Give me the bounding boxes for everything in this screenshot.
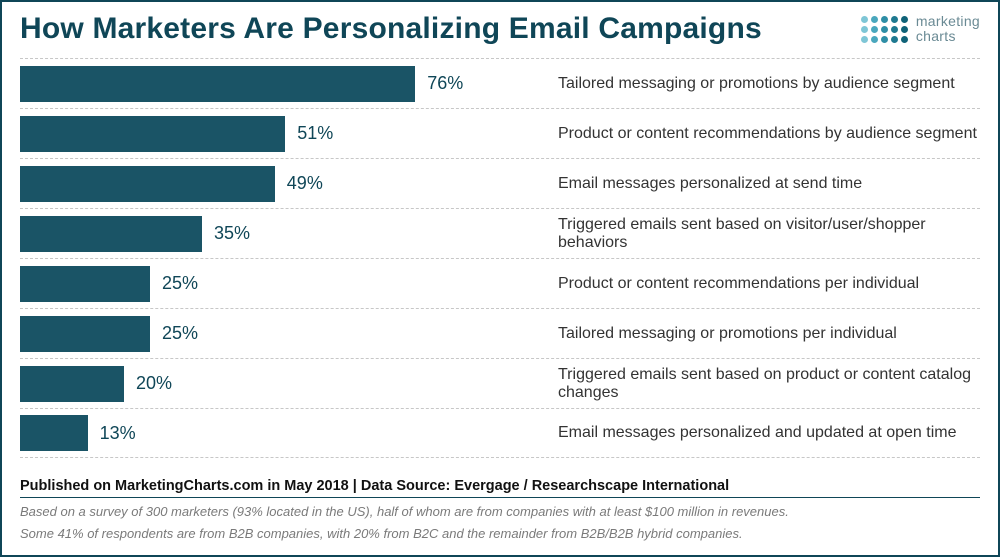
- logo-line1: marketing: [916, 14, 980, 29]
- chart-row: 13% Email messages personalized and updat…: [20, 408, 980, 458]
- bar-value: 13%: [88, 423, 136, 444]
- logo: marketing charts: [861, 12, 980, 45]
- footnote-1: Based on a survey of 300 marketers (93% …: [20, 498, 980, 521]
- chart-row: 76% Tailored messaging or promotions by a…: [20, 58, 980, 108]
- published-line: Published on MarketingCharts.com in May …: [20, 474, 980, 498]
- header: How Marketers Are Personalizing Email Ca…: [2, 2, 998, 50]
- bar-label: Product or content recommendations per i…: [540, 275, 980, 293]
- logo-line2: charts: [916, 29, 980, 44]
- chart-title: How Marketers Are Personalizing Email Ca…: [20, 12, 762, 46]
- bar: [20, 316, 150, 352]
- bar: [20, 266, 150, 302]
- bar-label: Triggered emails sent based on product o…: [540, 366, 980, 402]
- bar-area: 20%: [20, 359, 540, 408]
- chart-row: 25% Tailored messaging or promotions per …: [20, 308, 980, 358]
- chart-row: 51% Product or content recommendations by…: [20, 108, 980, 158]
- bar: [20, 415, 88, 451]
- bar-label: Tailored messaging or promotions per ind…: [540, 325, 980, 343]
- bar-chart: 76% Tailored messaging or promotions by a…: [2, 50, 998, 458]
- logo-dots-icon: [861, 16, 908, 43]
- logo-dot: [891, 26, 898, 33]
- bar-area: 25%: [20, 259, 540, 308]
- chart-frame: How Marketers Are Personalizing Email Ca…: [0, 0, 1000, 557]
- bar: [20, 66, 415, 102]
- logo-dot: [871, 16, 878, 23]
- logo-dot: [901, 16, 908, 23]
- logo-dot: [881, 36, 888, 43]
- bar: [20, 216, 202, 252]
- chart-row: 20% Triggered emails sent based on produc…: [20, 358, 980, 408]
- logo-text: marketing charts: [916, 14, 980, 45]
- bar-label: Email messages personalized at send time: [540, 175, 980, 193]
- bar-area: 13%: [20, 409, 540, 457]
- bar-label: Triggered emails sent based on visitor/u…: [540, 216, 980, 252]
- bar-value: 25%: [150, 323, 198, 344]
- logo-dot: [861, 16, 868, 23]
- bar: [20, 116, 285, 152]
- logo-dot: [891, 16, 898, 23]
- footer: Published on MarketingCharts.com in May …: [4, 474, 996, 553]
- bar-value: 51%: [285, 123, 333, 144]
- logo-dot: [881, 26, 888, 33]
- logo-dot: [901, 36, 908, 43]
- logo-dot: [871, 26, 878, 33]
- bar-label: Product or content recommendations by au…: [540, 125, 980, 143]
- bar-value: 49%: [275, 173, 323, 194]
- bar-area: 76%: [20, 59, 540, 108]
- bar: [20, 366, 124, 402]
- logo-dot: [861, 36, 868, 43]
- logo-dot: [881, 16, 888, 23]
- bar-area: 25%: [20, 309, 540, 358]
- bar-label: Tailored messaging or promotions by audi…: [540, 75, 980, 93]
- bar-value: 25%: [150, 273, 198, 294]
- bar-value: 35%: [202, 223, 250, 244]
- bar-label: Email messages personalized and updated …: [540, 424, 980, 442]
- logo-dot: [901, 26, 908, 33]
- bar-area: 35%: [20, 209, 540, 258]
- bar-value: 76%: [415, 73, 463, 94]
- chart-row: 25% Product or content recommendations pe…: [20, 258, 980, 308]
- bar: [20, 166, 275, 202]
- logo-dot: [871, 36, 878, 43]
- logo-dot: [891, 36, 898, 43]
- chart-row: 35% Triggered emails sent based on visito…: [20, 208, 980, 258]
- footnote-2: Some 41% of respondents are from B2B com…: [20, 520, 980, 543]
- logo-dot: [861, 26, 868, 33]
- chart-row: 49% Email messages personalized at send t…: [20, 158, 980, 208]
- bar-area: 49%: [20, 159, 540, 208]
- bar-area: 51%: [20, 109, 540, 158]
- bar-value: 20%: [124, 373, 172, 394]
